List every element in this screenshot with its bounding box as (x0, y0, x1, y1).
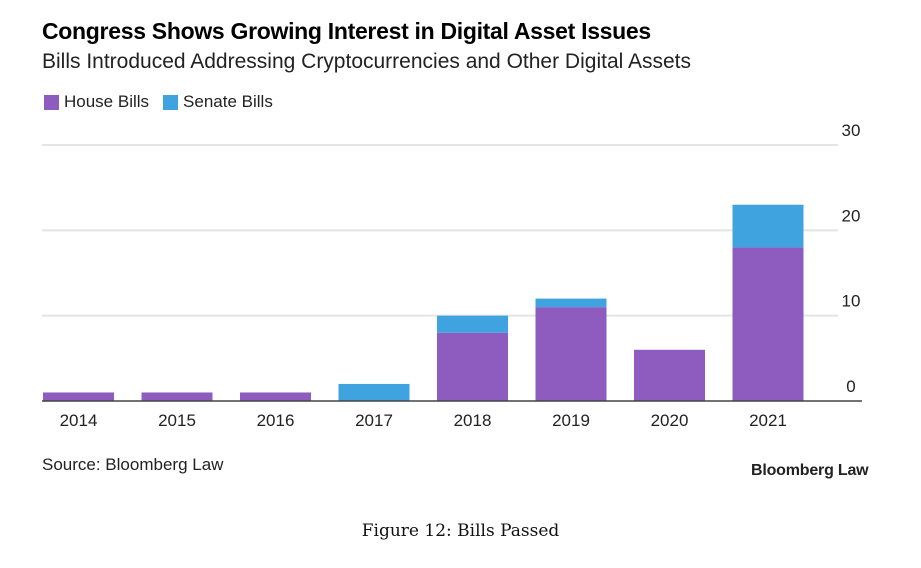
legend-item-house: House Bills (44, 92, 149, 112)
bar-house-2018 (437, 332, 508, 401)
x-tick-label: 2015 (158, 411, 196, 430)
y-tick-label: 20 (842, 206, 861, 225)
bar-house-2014 (43, 392, 114, 401)
bar-senate-2019 (535, 298, 607, 308)
source-note: Source: Bloomberg Law (42, 455, 224, 474)
legend: House Bills Senate Bills (44, 92, 287, 112)
bar-house-2019 (535, 307, 607, 401)
bar-house-2015 (141, 392, 213, 401)
brand-logo: Bloomberg Law (751, 462, 869, 479)
x-tick-label: 2019 (552, 411, 590, 430)
legend-label-senate: Senate Bills (183, 92, 273, 111)
legend-swatch-house (44, 94, 59, 110)
y-tick-label: 10 (842, 292, 861, 311)
figure-caption: Figure 12: Bills Passed (361, 521, 560, 541)
legend-swatch-senate (163, 94, 179, 110)
legend-label-house: House Bills (64, 92, 150, 111)
y-tick-label: 0 (846, 377, 855, 396)
x-tick-label: 2017 (355, 411, 393, 430)
bar-house-2021 (732, 247, 804, 401)
x-tick-label: 2018 (454, 411, 492, 430)
bar-house-2020 (634, 349, 705, 401)
bar-senate-2021 (732, 204, 804, 248)
x-tick-label: 2020 (651, 411, 689, 430)
bar-chart: 0 10 20 30 2014 2015 2016 2017 2018 2019 2020 2021 (42, 121, 862, 430)
y-tick-label: 30 (842, 121, 861, 140)
chart-subtitle: Bills Introduced Addressing Cryptocurren… (42, 50, 691, 73)
x-tick-label: 2016 (257, 411, 295, 430)
chart-title: Congress Shows Growing Interest in Digit… (42, 18, 651, 44)
x-tick-label: 2021 (749, 411, 787, 430)
legend-item-senate: Senate Bills (163, 92, 273, 112)
bar-senate-2018 (437, 315, 508, 333)
bar-senate-2017 (338, 383, 410, 401)
bar-house-2016 (240, 392, 311, 401)
x-tick-label: 2014 (60, 411, 98, 430)
